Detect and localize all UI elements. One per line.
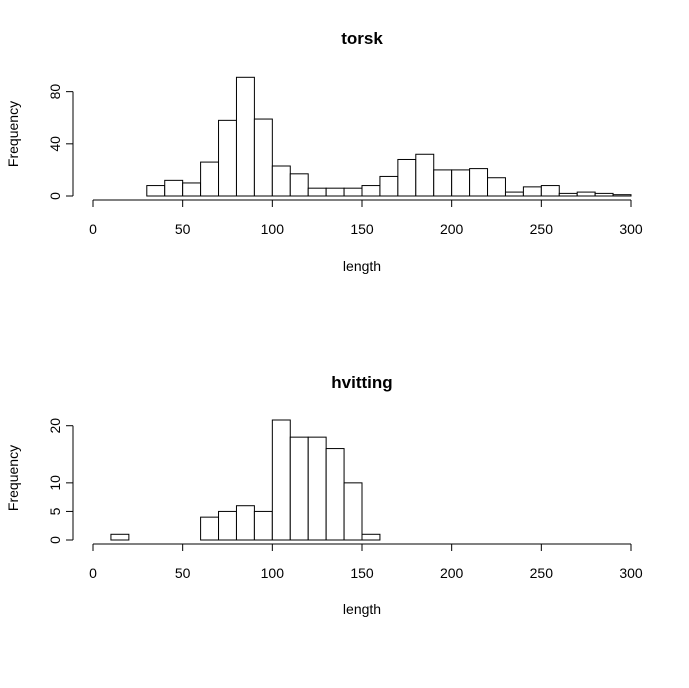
histogram-bar <box>397 158 417 197</box>
histogram-bar <box>594 192 614 197</box>
y-axis-label: Frequency <box>5 101 21 167</box>
bars-hvitting <box>110 419 381 541</box>
histogram-bar <box>433 169 453 197</box>
histogram-bar <box>307 436 327 541</box>
histogram-bar <box>415 153 435 197</box>
y-axis-torsk: 0 40 80 <box>47 84 74 200</box>
histogram-bar <box>361 533 381 541</box>
chart-title: hvitting <box>331 373 392 392</box>
x-tick-label: 250 <box>530 221 554 237</box>
x-axis-label: length <box>343 601 381 617</box>
x-tick-label: 100 <box>261 565 285 581</box>
panel-hvitting: hvitting 0 50 100 150 200 250 300 0 5 10 20 lengt… <box>5 373 643 617</box>
histogram-bar <box>469 168 489 197</box>
histogram-bar <box>200 516 220 541</box>
x-tick-label: 0 <box>89 221 97 237</box>
x-tick-label: 150 <box>350 221 374 237</box>
panel-torsk: torsk 0 50 100 150 200 250 300 0 40 80 length Fr… <box>5 29 643 274</box>
chart-title: torsk <box>341 29 383 48</box>
histogram-bar <box>325 448 345 541</box>
y-axis-label: Frequency <box>5 445 21 511</box>
y-tick-label: 0 <box>47 536 63 544</box>
x-tick-label: 200 <box>440 221 464 237</box>
x-axis-torsk: 0 50 100 150 200 250 300 <box>89 199 643 237</box>
histogram-bar <box>253 510 273 541</box>
x-axis-hvitting: 0 50 100 150 200 250 300 <box>89 543 643 581</box>
histogram-bar <box>487 177 506 197</box>
y-tick-label: 40 <box>47 136 63 152</box>
y-tick-label: 5 <box>47 507 63 515</box>
histogram-bar <box>504 191 524 197</box>
x-axis-label: length <box>343 258 381 274</box>
histogram-bar <box>307 187 327 197</box>
y-tick-label: 80 <box>47 84 63 100</box>
x-tick-label: 50 <box>175 565 191 581</box>
histogram-bar <box>182 182 202 197</box>
histogram-bar <box>343 187 363 197</box>
x-tick-label: 150 <box>350 565 374 581</box>
histogram-bar <box>235 76 255 197</box>
y-tick-label: 0 <box>47 192 63 200</box>
bars-torsk <box>146 76 632 197</box>
histogram-bar <box>271 419 291 541</box>
histogram-bar <box>200 161 220 197</box>
histogram-bar <box>540 185 560 197</box>
y-tick-label: 20 <box>47 418 63 434</box>
histogram-bar <box>379 175 399 197</box>
histogram-bar <box>218 510 237 541</box>
x-tick-label: 0 <box>89 565 97 581</box>
histogram-bar <box>164 179 184 197</box>
x-tick-label: 300 <box>619 565 643 581</box>
y-axis-hvitting: 0 5 10 20 <box>47 418 74 544</box>
x-tick-label: 250 <box>530 565 554 581</box>
histogram-bar <box>110 533 130 541</box>
histogram-bar <box>522 186 542 197</box>
histogram-bar <box>235 505 255 541</box>
histogram-bar <box>253 118 273 197</box>
x-tick-label: 100 <box>261 221 285 237</box>
x-tick-label: 300 <box>619 221 643 237</box>
histogram-bar <box>325 187 345 197</box>
y-tick-label: 10 <box>47 475 63 491</box>
histogram-bar <box>612 194 632 197</box>
histogram-bar <box>361 185 381 197</box>
histogram-bar <box>451 169 471 197</box>
x-tick-label: 200 <box>440 565 464 581</box>
histogram-bar <box>576 191 596 197</box>
histogram-bar <box>271 165 291 197</box>
histogram-bar <box>289 173 309 197</box>
histogram-bar <box>289 436 309 541</box>
histogram-bar <box>343 482 363 541</box>
histogram-bar <box>218 119 237 197</box>
x-tick-label: 50 <box>175 221 191 237</box>
histogram-bar <box>146 185 166 197</box>
histogram-bar <box>558 192 578 197</box>
